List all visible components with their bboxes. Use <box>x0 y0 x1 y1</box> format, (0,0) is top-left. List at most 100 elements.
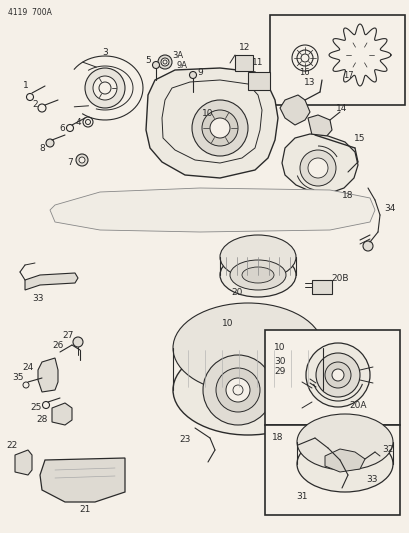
Polygon shape <box>38 358 58 392</box>
Ellipse shape <box>173 303 322 393</box>
Circle shape <box>79 157 85 163</box>
Circle shape <box>232 385 243 395</box>
Text: 21: 21 <box>79 505 90 514</box>
Text: 30: 30 <box>274 358 285 367</box>
Text: 3A: 3A <box>172 51 183 60</box>
Ellipse shape <box>229 260 285 290</box>
Bar <box>234 55 252 71</box>
Bar <box>270 15 404 105</box>
Polygon shape <box>162 80 261 163</box>
Circle shape <box>152 61 159 69</box>
Circle shape <box>331 488 343 500</box>
Circle shape <box>161 58 169 66</box>
Text: 13: 13 <box>303 77 315 86</box>
Polygon shape <box>146 68 277 178</box>
Polygon shape <box>15 450 32 475</box>
Polygon shape <box>307 115 331 138</box>
Circle shape <box>202 355 272 425</box>
Polygon shape <box>311 375 349 410</box>
Text: 10: 10 <box>222 319 233 327</box>
Polygon shape <box>52 403 72 425</box>
Circle shape <box>225 378 249 402</box>
Text: 18: 18 <box>342 190 353 199</box>
Circle shape <box>99 82 111 94</box>
Circle shape <box>43 401 49 408</box>
Circle shape <box>38 104 46 112</box>
Circle shape <box>351 47 367 63</box>
Circle shape <box>344 40 374 70</box>
Text: 35: 35 <box>12 374 24 383</box>
Text: 32: 32 <box>381 446 393 455</box>
Circle shape <box>296 50 312 66</box>
Text: 20A: 20A <box>348 400 366 409</box>
Circle shape <box>83 117 93 127</box>
Polygon shape <box>279 95 309 125</box>
Circle shape <box>73 337 83 347</box>
Text: 4: 4 <box>75 117 81 126</box>
Text: 23: 23 <box>179 435 190 445</box>
Text: 9A: 9A <box>176 61 187 69</box>
Circle shape <box>85 119 90 125</box>
Text: 20B: 20B <box>330 273 348 282</box>
Circle shape <box>163 60 166 64</box>
Ellipse shape <box>220 253 295 297</box>
Circle shape <box>191 100 247 156</box>
Text: 26: 26 <box>52 342 63 351</box>
Text: 3: 3 <box>102 47 108 56</box>
Bar <box>264 330 399 425</box>
Text: 31: 31 <box>296 492 307 502</box>
Text: 10: 10 <box>274 343 285 352</box>
Circle shape <box>76 154 88 166</box>
Text: 27: 27 <box>62 332 74 341</box>
Text: 33: 33 <box>32 294 44 303</box>
Text: 7: 7 <box>67 157 73 166</box>
Circle shape <box>307 158 327 178</box>
Circle shape <box>300 54 308 62</box>
Circle shape <box>334 491 340 497</box>
Ellipse shape <box>173 345 322 435</box>
Circle shape <box>93 76 117 100</box>
Bar <box>264 425 399 515</box>
Text: 22: 22 <box>7 441 18 450</box>
Circle shape <box>85 68 125 108</box>
Circle shape <box>23 382 29 388</box>
Polygon shape <box>281 134 357 193</box>
Ellipse shape <box>241 267 273 283</box>
Polygon shape <box>267 378 295 410</box>
Text: 9: 9 <box>197 68 202 77</box>
Text: 25: 25 <box>30 403 42 413</box>
Circle shape <box>157 55 172 69</box>
Ellipse shape <box>220 235 295 279</box>
Text: 20: 20 <box>231 287 242 296</box>
Text: 6: 6 <box>59 124 65 133</box>
Ellipse shape <box>296 436 392 492</box>
Circle shape <box>299 150 335 186</box>
Text: 14: 14 <box>335 103 347 112</box>
Text: 2: 2 <box>32 100 38 109</box>
Circle shape <box>216 368 259 412</box>
Circle shape <box>66 125 73 132</box>
Ellipse shape <box>296 414 392 470</box>
Polygon shape <box>40 458 125 502</box>
Circle shape <box>27 93 34 101</box>
Bar <box>247 72 270 90</box>
Text: 28: 28 <box>36 416 47 424</box>
Text: 33: 33 <box>365 475 377 484</box>
Circle shape <box>291 45 317 71</box>
Text: 17: 17 <box>342 70 353 79</box>
Polygon shape <box>324 449 364 472</box>
Polygon shape <box>328 24 390 86</box>
Circle shape <box>189 71 196 78</box>
Text: 11: 11 <box>252 58 263 67</box>
Bar <box>311 280 331 294</box>
Polygon shape <box>50 188 374 232</box>
Text: 34: 34 <box>383 204 395 213</box>
Circle shape <box>362 241 372 251</box>
Circle shape <box>331 369 343 381</box>
Text: 8: 8 <box>39 143 45 152</box>
Text: 15: 15 <box>353 133 365 142</box>
Circle shape <box>315 353 359 397</box>
Text: 16: 16 <box>298 68 308 77</box>
Circle shape <box>324 362 350 388</box>
Text: 4119  700A: 4119 700A <box>8 8 52 17</box>
